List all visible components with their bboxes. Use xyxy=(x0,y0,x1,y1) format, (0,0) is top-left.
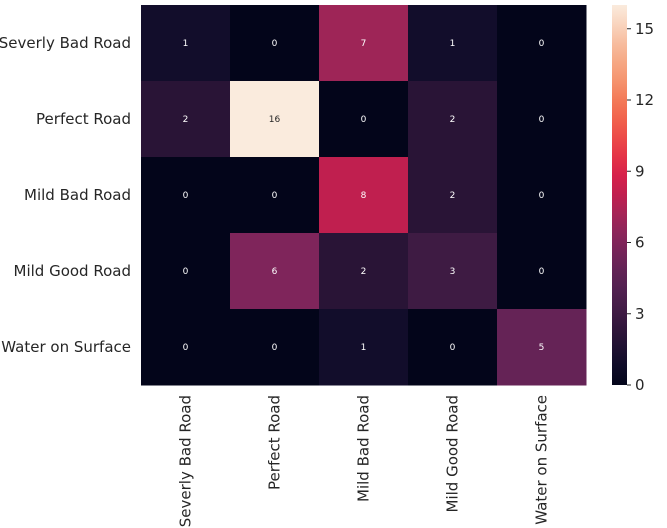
cell-value-label: 0 xyxy=(183,191,189,201)
colorbar xyxy=(612,5,627,385)
heatmap-cell xyxy=(230,81,320,158)
colorbar-tick-label: 6 xyxy=(635,234,645,252)
y-tick-label: Perfect Road xyxy=(36,110,131,128)
cell-value-label: 0 xyxy=(183,267,189,277)
cell-value-label: 16 xyxy=(269,115,281,125)
cell-value-label: 0 xyxy=(272,191,278,201)
y-tick-label: Water on Surface xyxy=(1,338,131,356)
heatmap-cell xyxy=(408,5,498,82)
x-tick-label: Mild Good Road xyxy=(444,395,462,512)
colorbar-tick-labels: 0 3 6 9 12 15 xyxy=(627,20,654,394)
colorbar-tick-label: 0 xyxy=(635,376,645,394)
cell-value-label: 0 xyxy=(539,191,545,201)
cell-value-label: 0 xyxy=(183,343,189,353)
cell-value-label: 2 xyxy=(450,191,456,201)
heatmap-cell xyxy=(230,157,320,234)
heatmap-cell xyxy=(497,309,587,386)
heatmap-cell xyxy=(319,5,409,82)
heatmap-cell xyxy=(230,5,320,82)
x-tick-label: Mild Bad Road xyxy=(355,395,373,502)
heatmap-cell xyxy=(141,157,231,234)
heatmap-cell xyxy=(141,5,231,82)
cell-value-label: 0 xyxy=(272,343,278,353)
cell-value-label: 5 xyxy=(539,343,545,353)
heatmap-cell xyxy=(230,309,320,386)
y-tick-label: Severly Bad Road xyxy=(0,34,131,52)
cell-value-label: 0 xyxy=(539,267,545,277)
y-axis-tick-labels: Severly Bad Road Perfect Road Mild Bad Roa… xyxy=(0,34,131,356)
x-tick-label: Severly Bad Road xyxy=(177,395,195,527)
heatmap-cell xyxy=(141,233,231,310)
x-axis-tick-labels: Severly Bad Road Perfect Road Mild Bad Roa… xyxy=(177,395,551,527)
cell-value-label: 6 xyxy=(272,267,278,277)
x-tick-label: Water on Surface xyxy=(533,395,551,525)
heatmap-cell xyxy=(319,157,409,234)
cell-value-label: 2 xyxy=(450,115,456,125)
heatmap-cell xyxy=(230,233,320,310)
cell-value-label: 0 xyxy=(272,39,278,49)
cell-value-label: 2 xyxy=(361,267,367,277)
heatmap-cell xyxy=(319,81,409,158)
heatmap-cell xyxy=(408,81,498,158)
colorbar-tick-label: 3 xyxy=(635,305,645,323)
cell-value-label: 0 xyxy=(539,115,545,125)
colorbar-tick-label: 12 xyxy=(635,91,654,109)
cell-value-label: 7 xyxy=(361,39,367,49)
heatmap-cells: 1 0 7 1 0 2 16 0 2 0 0 0 8 2 0 0 6 2 3 0 0 0 1 0 5 xyxy=(141,5,587,386)
cell-value-label: 3 xyxy=(450,267,456,277)
cell-value-label: 1 xyxy=(361,343,367,353)
cell-value-label: 0 xyxy=(450,343,456,353)
colorbar-tick-label: 15 xyxy=(635,20,654,38)
cell-value-label: 2 xyxy=(183,115,189,125)
x-tick-label: Perfect Road xyxy=(266,395,284,490)
cell-value-label: 1 xyxy=(183,39,189,49)
heatmap-cell xyxy=(497,81,587,158)
cell-value-label: 8 xyxy=(361,191,367,201)
heatmap-cell xyxy=(141,309,231,386)
heatmap-cell xyxy=(319,309,409,386)
heatmap-cell xyxy=(319,233,409,310)
cell-value-label: 0 xyxy=(539,39,545,49)
heatmap-cell xyxy=(497,157,587,234)
cell-value-label: 0 xyxy=(361,115,367,125)
y-tick-label: Mild Bad Road xyxy=(24,186,131,204)
heatmap-cell xyxy=(408,233,498,310)
heatmap-cell xyxy=(408,157,498,234)
heatmap-cell xyxy=(497,233,587,310)
y-tick-label: Mild Good Road xyxy=(14,262,131,280)
heatmap-cell xyxy=(408,309,498,386)
colorbar-tick-label: 9 xyxy=(635,162,645,180)
heatmap-cell xyxy=(141,81,231,158)
cell-value-label: 1 xyxy=(450,39,456,49)
heatmap-cell xyxy=(497,5,587,82)
